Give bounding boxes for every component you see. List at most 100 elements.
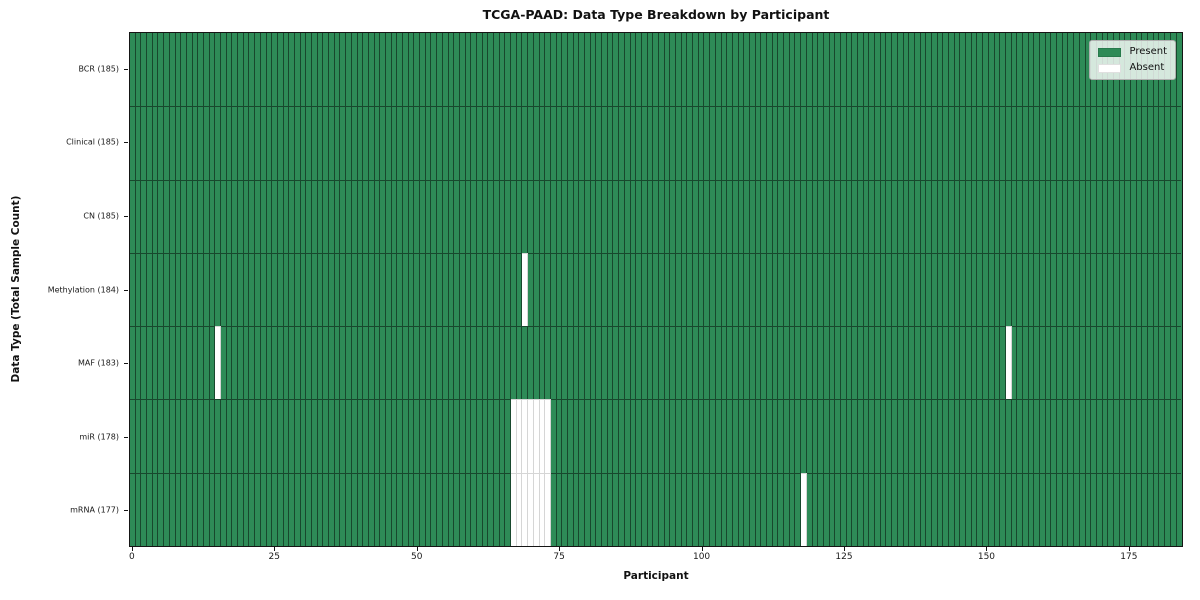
heatmap-cell [858,106,864,180]
heatmap-cell [329,106,335,180]
heatmap-cell [266,399,273,473]
heatmap-cell [385,399,392,473]
heatmap-cell [169,106,176,180]
heatmap-cell [1142,399,1149,473]
heatmap-cell [607,33,614,107]
heatmap-cell [539,106,546,180]
heatmap-cell [607,472,614,546]
heatmap-cell [420,326,426,400]
heatmap-cell [590,106,597,180]
heatmap-cell [1142,326,1149,400]
heatmap-cell [511,179,517,253]
heatmap-cell [778,399,785,473]
x-tick-mark [1128,547,1130,551]
heatmap-cell [437,33,443,107]
heatmap-cell [232,106,239,180]
heatmap-cell [169,33,176,107]
heatmap-cell [983,179,989,253]
heatmap-cell [243,179,250,253]
heatmap-cell [715,472,722,546]
heatmap-cell [380,33,386,107]
heatmap-cell [767,326,773,400]
heatmap-cell [778,472,785,546]
heatmap-cell [1028,399,1035,473]
heatmap-cell [903,252,910,327]
heatmap-cell [545,326,551,400]
heatmap-cell [1068,179,1075,253]
heatmap-cell [676,472,682,546]
heatmap-cell [243,106,250,180]
heatmap-cell [704,399,711,473]
heatmap-cell [880,399,887,473]
heatmap-cell [926,33,932,107]
heatmap-cell [886,106,893,180]
heatmap-cell [744,33,750,107]
heatmap-cell [1108,472,1114,546]
heatmap-cell [425,326,432,400]
heatmap-cell [624,326,631,400]
heatmap-cell [494,472,500,546]
heatmap-cell [277,399,284,473]
heatmap-cell [1096,106,1103,180]
heatmap-cell [1085,472,1092,546]
heatmap-cell [715,179,722,253]
heatmap-cell [539,252,546,327]
heatmap-cell [670,106,676,180]
heatmap-cell [567,179,574,253]
heatmap-cell [829,472,836,546]
heatmap-cell [454,399,460,473]
heatmap-cell [926,399,932,473]
heatmap-cell [1091,472,1097,546]
heatmap-cell [1125,326,1131,400]
heatmap-cell [903,399,910,473]
heatmap-cell [630,179,637,253]
heatmap-cell [567,472,574,546]
heatmap-cell [875,33,881,107]
heatmap-cell [920,326,927,400]
heatmap-cell [880,326,887,400]
heatmap-cell [283,252,290,327]
heatmap-cell [647,179,654,253]
heatmap-cell [835,106,841,180]
heatmap-cell [892,399,898,473]
heatmap-cell [806,472,813,546]
heatmap-cell [238,179,244,253]
heatmap-cell [1142,472,1149,546]
heatmap-cell [1051,252,1058,327]
heatmap-row [130,33,1182,107]
heatmap-cell [971,326,978,400]
heatmap-cell [653,179,659,253]
heatmap-cell [1040,179,1046,253]
heatmap-cell [1045,106,1052,180]
heatmap-cell [585,106,591,180]
heatmap-cell [846,472,853,546]
heatmap-cell [960,252,967,327]
heatmap-cell [289,179,295,253]
heatmap-cell [147,252,153,327]
heatmap-cell [875,472,881,546]
heatmap-cell [454,33,460,107]
heatmap-cell [152,326,159,400]
heatmap-cell [340,33,347,107]
heatmap-cell [926,179,932,253]
heatmap-cell [420,472,426,546]
x-tick-mark [274,547,276,551]
heatmap-cell [977,106,984,180]
heatmap-cell [1159,179,1166,253]
heatmap-cell [272,472,278,546]
heatmap-cell [135,106,142,180]
heatmap-cell [727,472,733,546]
heatmap-cell [511,399,517,473]
x-tick-mark [986,547,988,551]
heatmap-cell [1165,472,1171,546]
heatmap-cell [590,33,597,107]
heatmap-cell [130,399,136,473]
heatmap-cell [556,179,563,253]
heatmap-cell [1119,326,1126,400]
heatmap-cell [755,106,762,180]
heatmap-cell [681,252,688,327]
heatmap-cell [732,399,739,473]
heatmap-cell [1159,472,1166,546]
heatmap-cell [243,33,250,107]
heatmap-cell [573,33,580,107]
